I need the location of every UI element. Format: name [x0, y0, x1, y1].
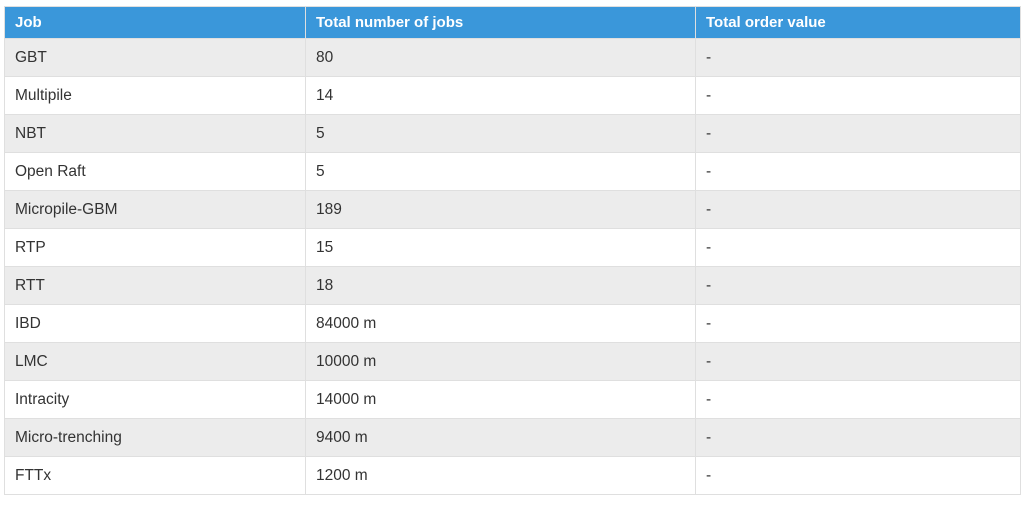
table-row: Open Raft 5-	[4, 152, 1021, 191]
order-value-cell: -	[695, 190, 1021, 229]
header-row: Job Total number of jobs Total order val…	[4, 6, 1021, 39]
column-header-total-order-value: Total order value	[695, 6, 1021, 39]
table-row: RTT 18-	[4, 266, 1021, 305]
job-cell: RTT	[4, 266, 306, 305]
order-value-cell: -	[695, 418, 1021, 457]
order-value-cell: -	[695, 380, 1021, 419]
job-cell: Intracity	[4, 380, 306, 419]
total-jobs-cell: 5	[305, 114, 696, 153]
table-row: Multipile 14-	[4, 76, 1021, 115]
job-cell: Multipile	[4, 76, 306, 115]
total-jobs-cell: 9400 m	[305, 418, 696, 457]
total-jobs-cell: 5	[305, 152, 696, 191]
table-row: RTP 15-	[4, 228, 1021, 267]
column-header-job: Job	[4, 6, 306, 39]
table-row: Micropile-GBM 189-	[4, 190, 1021, 229]
job-cell: FTTx	[4, 456, 306, 495]
total-jobs-cell: 18	[305, 266, 696, 305]
table-header: Job Total number of jobs Total order val…	[4, 6, 1021, 39]
order-value-cell: -	[695, 76, 1021, 115]
jobs-summary-table: Job Total number of jobs Total order val…	[4, 6, 1021, 495]
order-value-cell: -	[695, 456, 1021, 495]
table-row: LMC 10000 m-	[4, 342, 1021, 381]
order-value-cell: -	[695, 228, 1021, 267]
total-jobs-cell: 15	[305, 228, 696, 267]
total-jobs-cell: 14	[305, 76, 696, 115]
table-row: GBT 80-	[4, 38, 1021, 77]
total-jobs-cell: 189	[305, 190, 696, 229]
order-value-cell: -	[695, 152, 1021, 191]
table-row: FTTx 1200 m-	[4, 456, 1021, 495]
job-cell: LMC	[4, 342, 306, 381]
total-jobs-cell: 10000 m	[305, 342, 696, 381]
total-jobs-cell: 80	[305, 38, 696, 77]
order-value-cell: -	[695, 266, 1021, 305]
order-value-cell: -	[695, 38, 1021, 77]
total-jobs-cell: 84000 m	[305, 304, 696, 343]
column-header-total-number-of-jobs: Total number of jobs	[305, 6, 696, 39]
order-value-cell: -	[695, 114, 1021, 153]
job-cell: Micropile-GBM	[4, 190, 306, 229]
table-row: NBT 5-	[4, 114, 1021, 153]
job-cell: IBD	[4, 304, 306, 343]
table-row: Micro-trenching 9400 m-	[4, 418, 1021, 457]
order-value-cell: -	[695, 304, 1021, 343]
job-cell: GBT	[4, 38, 306, 77]
jobs-summary-table-container: Job Total number of jobs Total order val…	[4, 6, 1021, 495]
table-body: GBT 80- Multipile 14- NBT 5- Open Raft 5- Microp…	[4, 38, 1021, 495]
table-row: IBD 84000 m-	[4, 304, 1021, 343]
table-row: Intracity 14000 m-	[4, 380, 1021, 419]
total-jobs-cell: 1200 m	[305, 456, 696, 495]
job-cell: Open Raft	[4, 152, 306, 191]
order-value-cell: -	[695, 342, 1021, 381]
job-cell: RTP	[4, 228, 306, 267]
job-cell: NBT	[4, 114, 306, 153]
job-cell: Micro-trenching	[4, 418, 306, 457]
total-jobs-cell: 14000 m	[305, 380, 696, 419]
